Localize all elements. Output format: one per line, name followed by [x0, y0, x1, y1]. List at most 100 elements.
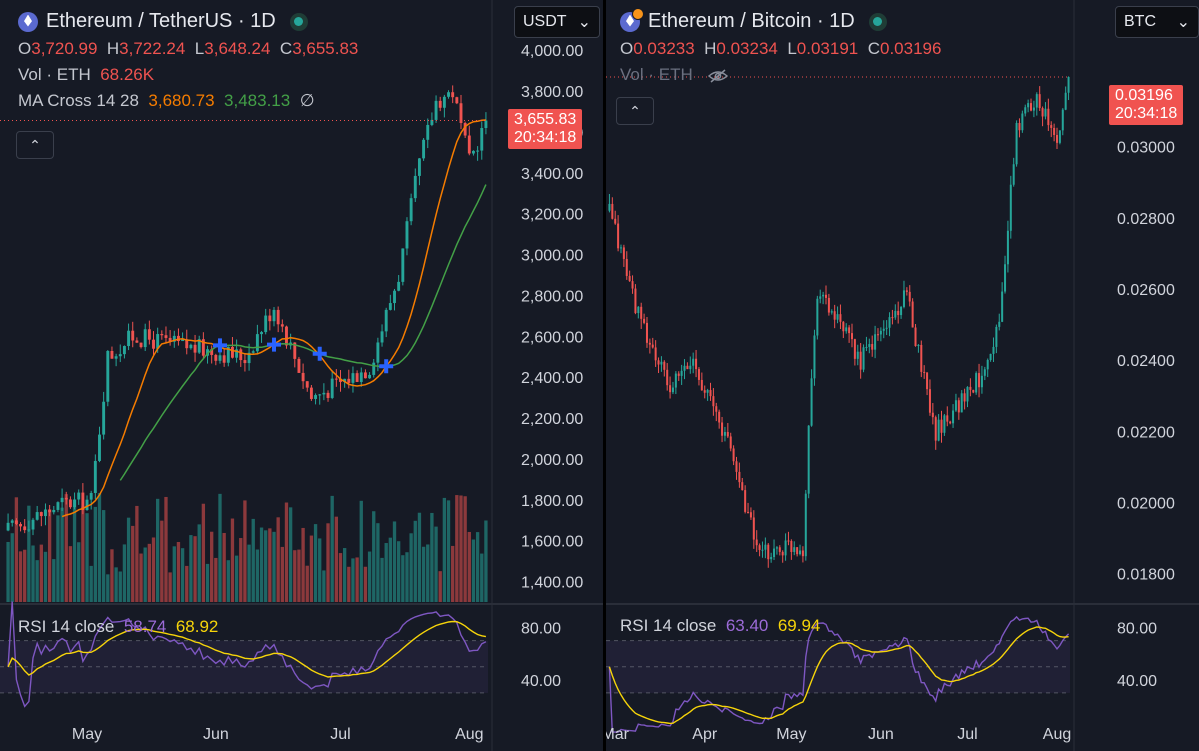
candle-body [135, 340, 139, 343]
candle-body [176, 335, 180, 342]
volume-bar [342, 548, 347, 602]
candle-body [1015, 122, 1018, 165]
candle-body [255, 334, 259, 352]
candle-body [850, 333, 854, 340]
candle-body [393, 290, 396, 304]
volume-bar [376, 523, 380, 602]
candle-body [218, 355, 222, 361]
candle-body [1064, 92, 1067, 110]
candle-body [397, 281, 401, 291]
symbol-title[interactable]: Ethereum / Bitcoin · 1D [648, 10, 855, 32]
ma-source-icon[interactable]: ∅ [299, 91, 315, 110]
candle-body [1044, 108, 1047, 117]
candle-body [1067, 76, 1070, 93]
candle-body [749, 512, 752, 518]
volume-legend[interactable]: Vol · ETH 68.26K [18, 65, 155, 84]
candle-body [954, 400, 957, 411]
volume-bar [52, 559, 56, 602]
candle-body [280, 324, 284, 327]
candle-body [156, 334, 160, 349]
candle-body [842, 321, 845, 332]
rsi-legend[interactable]: RSI 14 close 63.40 69.94 [620, 616, 821, 635]
volume-bar [363, 566, 368, 602]
candle-body [168, 337, 172, 342]
rsi-tick-label: 80.00 [1117, 621, 1157, 638]
eth-usdt-chart-pane[interactable]: 4,000.003,800.003,600.003,400.003,200.00… [0, 0, 603, 751]
candle-body [251, 351, 255, 353]
ma-cross-marker [212, 338, 227, 353]
candle-body [885, 327, 888, 329]
candle-body [726, 432, 729, 437]
volume-bar [355, 557, 359, 602]
volume-bar [23, 549, 27, 602]
volume-bar [172, 546, 176, 602]
volume-bar [255, 549, 260, 602]
candle-body [476, 150, 480, 152]
volume-bar [484, 520, 488, 602]
candle-body [10, 520, 14, 523]
candle-body [409, 198, 413, 222]
eth-usdt-chart-canvas[interactable]: 4,000.003,800.003,600.003,400.003,200.00… [0, 0, 603, 751]
volume-bar [330, 495, 334, 602]
volume-bar [164, 496, 168, 602]
volume-bar [459, 495, 463, 602]
volume-bar [239, 538, 243, 602]
ma-slow-line [119, 184, 487, 481]
candle-body [628, 275, 631, 282]
time-axis-label: Aug [455, 726, 483, 743]
volume-bar [81, 506, 85, 602]
candle-body [1058, 130, 1061, 143]
market-open-icon [289, 12, 308, 31]
time-axis-label: Mar [606, 726, 630, 743]
candle-body [197, 339, 201, 353]
candle-body [27, 529, 31, 531]
eye-off-icon[interactable] [707, 68, 729, 84]
candle-body [614, 218, 617, 224]
candle-body [235, 349, 239, 358]
rsi-ma-line [608, 626, 1069, 725]
volume-bar [56, 515, 60, 602]
collapse-legend-button[interactable]: ⌃ [616, 97, 654, 125]
eth-btc-chart-canvas[interactable]: 0.03000 0.02800 0.02600 0.02400 0.02200 0.020… [606, 0, 1199, 751]
volume-bar [326, 523, 330, 602]
volume-legend-hidden[interactable]: Vol · ETH [620, 65, 941, 85]
symbol-title[interactable]: Ethereum / TetherUS · 1D [46, 10, 276, 32]
candle-body [758, 545, 761, 550]
chevron-down-icon: ⌄ [1176, 14, 1190, 31]
ma-cross-legend[interactable]: MA Cross 14 28 3,680.73 3,483.13 ∅ [18, 91, 315, 110]
candle-body [969, 386, 972, 390]
candle-body [845, 327, 848, 332]
time-axis-label: Jul [330, 726, 350, 743]
volume-bar [31, 545, 35, 602]
candle-body [686, 365, 689, 370]
volume-bar [367, 551, 372, 602]
quote-currency-selector[interactable]: BTC ⌄ [1115, 6, 1199, 38]
rsi-tick-label: 40.00 [521, 673, 561, 690]
quote-currency-selector[interactable]: USDT ⌄ [514, 6, 600, 38]
candle-body [193, 344, 197, 353]
candle-body [1050, 125, 1053, 128]
volume-bar [305, 565, 309, 602]
rsi-legend[interactable]: RSI 14 close 58.74 68.92 [18, 617, 219, 636]
candle-body [89, 493, 93, 500]
volume-bar [272, 531, 276, 602]
ethereum-coin-icon [18, 11, 38, 32]
candle-body [189, 344, 193, 349]
volume-bar [442, 497, 447, 602]
candle-body [463, 122, 467, 136]
candle-body [761, 549, 764, 551]
candle-body [937, 419, 940, 441]
volume-bar [413, 520, 417, 602]
volume-bar [297, 549, 301, 602]
candle-body [368, 374, 372, 379]
volume-bar [438, 571, 442, 602]
collapse-legend-button[interactable]: ⌃ [16, 131, 54, 159]
candle-body [709, 390, 712, 397]
volume-bar [126, 517, 131, 602]
candle-body [1021, 113, 1024, 131]
candle-body [1053, 127, 1056, 135]
price-tick-label: 0.02000 [1117, 495, 1175, 512]
eth-btc-chart-pane[interactable]: 0.03000 0.02800 0.02600 0.02400 0.02200 0.020… [606, 0, 1199, 751]
candle-body [657, 360, 660, 365]
candle-body [986, 359, 989, 370]
